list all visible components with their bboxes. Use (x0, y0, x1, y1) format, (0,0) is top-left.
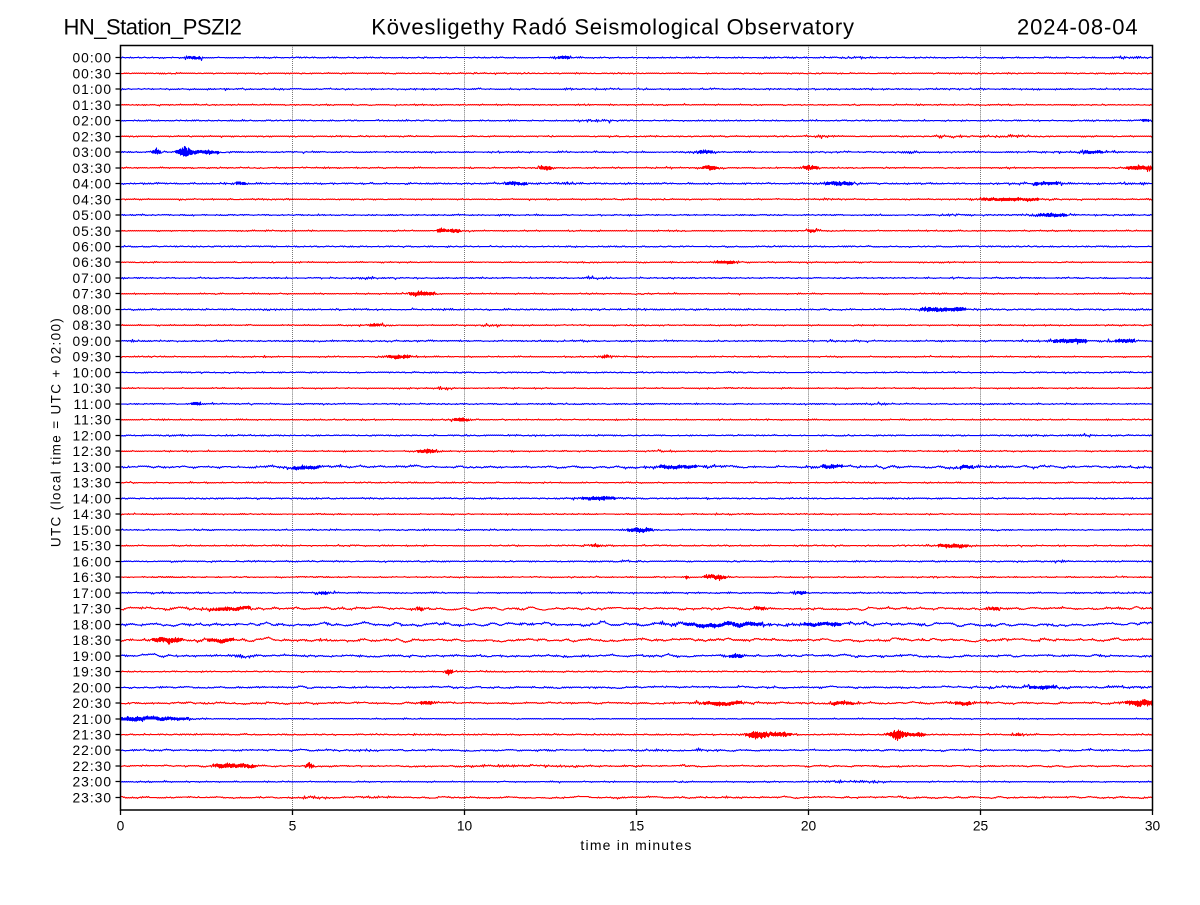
svg-text:23:00: 23:00 (72, 775, 112, 790)
svg-text:09:00: 09:00 (72, 334, 112, 349)
svg-text:15: 15 (629, 819, 645, 834)
svg-text:13:30: 13:30 (72, 476, 112, 491)
svg-text:08:00: 08:00 (72, 303, 112, 318)
svg-text:Kövesligethy Radó Seismologica: Kövesligethy Radó Seismological Observat… (371, 15, 854, 40)
svg-text:19:30: 19:30 (72, 665, 112, 680)
svg-text:22:30: 22:30 (72, 759, 112, 774)
svg-text:12:00: 12:00 (72, 429, 112, 444)
svg-text:15:30: 15:30 (72, 539, 112, 554)
svg-text:30: 30 (1145, 819, 1161, 834)
svg-text:03:00: 03:00 (72, 145, 112, 160)
svg-text:10:30: 10:30 (72, 381, 112, 396)
svg-text:17:00: 17:00 (72, 586, 112, 601)
svg-text:07:00: 07:00 (72, 271, 112, 286)
svg-text:04:00: 04:00 (72, 177, 112, 192)
svg-text:5: 5 (289, 819, 297, 834)
svg-text:00:00: 00:00 (72, 51, 112, 66)
svg-text:13:00: 13:00 (72, 460, 112, 475)
svg-text:02:30: 02:30 (72, 130, 112, 145)
svg-text:23:30: 23:30 (72, 791, 112, 806)
svg-text:07:30: 07:30 (72, 287, 112, 302)
svg-text:05:30: 05:30 (72, 224, 112, 239)
svg-text:10:00: 10:00 (72, 366, 112, 381)
svg-text:01:00: 01:00 (72, 82, 112, 97)
svg-text:05:00: 05:00 (72, 208, 112, 223)
svg-text:17:30: 17:30 (72, 602, 112, 617)
svg-text:HN_Station_PSZI2: HN_Station_PSZI2 (64, 15, 242, 40)
svg-text:09:30: 09:30 (72, 350, 112, 365)
svg-text:12:30: 12:30 (72, 444, 112, 459)
svg-text:22:00: 22:00 (72, 743, 112, 758)
svg-text:18:00: 18:00 (72, 618, 112, 633)
svg-text:11:00: 11:00 (73, 397, 112, 412)
svg-text:20:00: 20:00 (72, 681, 112, 696)
svg-text:14:00: 14:00 (72, 492, 112, 507)
svg-text:00:30: 00:30 (72, 67, 112, 82)
svg-text:11:30: 11:30 (73, 413, 112, 428)
svg-text:19:00: 19:00 (72, 649, 112, 664)
svg-text:21:30: 21:30 (72, 728, 112, 743)
svg-text:20:30: 20:30 (72, 696, 112, 711)
svg-text:06:30: 06:30 (72, 255, 112, 270)
svg-text:08:30: 08:30 (72, 318, 112, 333)
svg-text:15:00: 15:00 (72, 523, 112, 538)
svg-text:0: 0 (117, 819, 125, 834)
svg-text:25: 25 (973, 819, 989, 834)
svg-text:14:30: 14:30 (72, 507, 112, 522)
svg-text:21:00: 21:00 (72, 712, 112, 727)
svg-text:04:30: 04:30 (72, 193, 112, 208)
svg-text:06:00: 06:00 (72, 240, 112, 255)
svg-text:01:30: 01:30 (72, 98, 112, 113)
svg-text:16:30: 16:30 (72, 570, 112, 585)
svg-text:02:00: 02:00 (72, 114, 112, 129)
svg-text:2024-08-04: 2024-08-04 (1017, 15, 1139, 40)
svg-text:10: 10 (457, 819, 473, 834)
svg-text:UTC (local time = UTC + 02:00): UTC (local time = UTC + 02:00) (49, 317, 64, 547)
svg-text:time in minutes: time in minutes (580, 837, 692, 853)
svg-text:20: 20 (801, 819, 817, 834)
svg-text:03:30: 03:30 (72, 161, 112, 176)
svg-text:18:30: 18:30 (72, 633, 112, 648)
svg-text:16:00: 16:00 (72, 555, 112, 570)
